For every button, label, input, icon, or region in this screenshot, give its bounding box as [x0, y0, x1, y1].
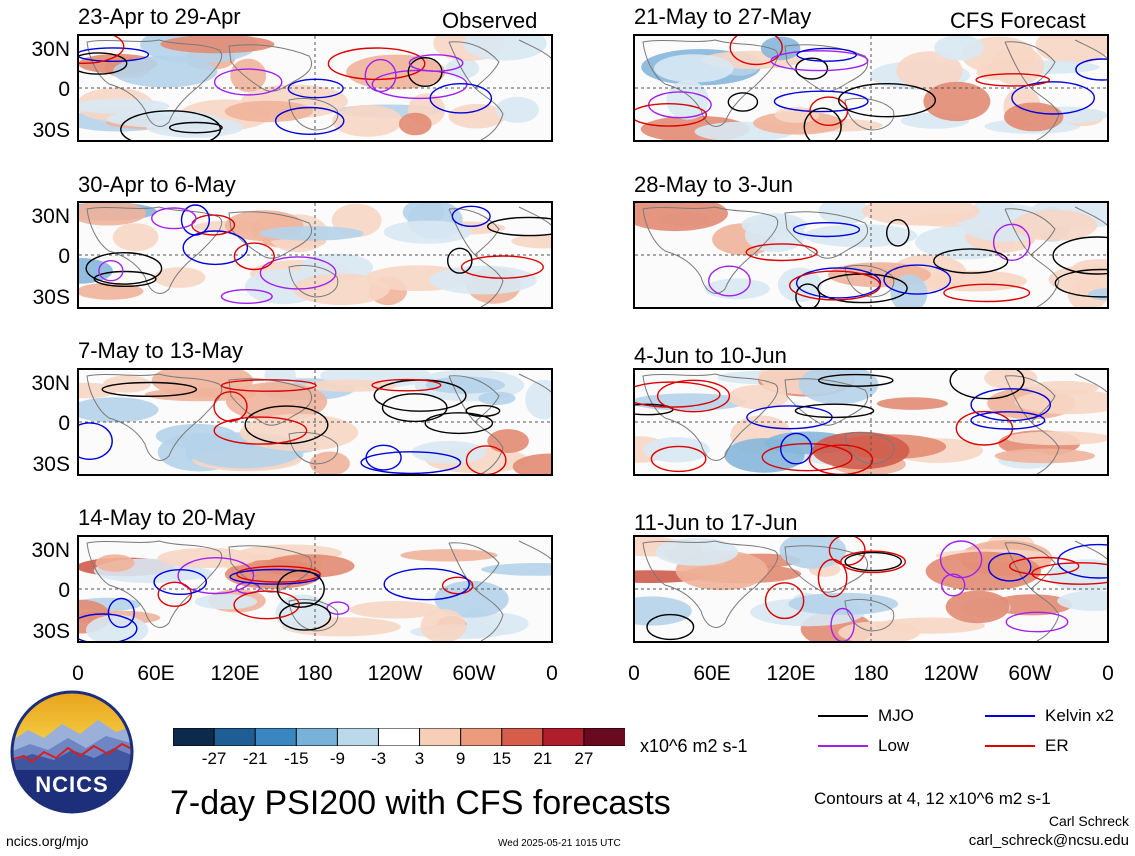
lat-label: 30S	[32, 286, 70, 309]
panel-3-map	[77, 368, 553, 476]
panel-1-map	[77, 34, 553, 142]
panel-5-map	[633, 34, 1109, 142]
colorbar-segment	[336, 727, 380, 747]
lat-label: 30N	[31, 539, 70, 562]
legend-label: Low	[878, 736, 910, 755]
lat-label: 0	[58, 78, 70, 101]
lon-label: 120E	[210, 662, 260, 685]
panel-7-map	[633, 368, 1109, 476]
psi200-map-graphic	[79, 36, 551, 140]
lon-label: 180	[853, 662, 889, 685]
colorbar-segment	[501, 727, 544, 747]
panel-4-title: 14-May to 20-May	[78, 505, 256, 530]
colorbar-tick-label: 9	[455, 749, 466, 768]
logo-text: NCICS	[35, 772, 109, 797]
colorbar-tick-label: 15	[492, 749, 512, 768]
colorbar-segment	[377, 727, 421, 747]
author-name: Carl Schreck	[1048, 813, 1129, 829]
timestamp: Wed 2025-05-21 1015 UTC	[498, 838, 621, 849]
lon-label: 180	[297, 662, 333, 685]
psi200-map-graphic	[79, 537, 551, 641]
colorbar-segment	[254, 727, 298, 747]
psi200-map-graphic	[635, 537, 1107, 641]
panel-5-title: 21-May to 27-May	[634, 4, 812, 29]
psi200-map-graphic	[635, 370, 1107, 474]
panel-1-title: 23-Apr to 29-Apr	[78, 4, 241, 29]
colorbar-tick-label: 3	[414, 749, 425, 768]
lat-label: 0	[58, 412, 70, 435]
site-link[interactable]: ncics.org/mjo	[6, 833, 89, 849]
lon-label: 120W	[367, 662, 423, 685]
lon-label: 0	[546, 662, 558, 685]
lat-label: 30S	[32, 620, 70, 643]
legend-label: Kelvin x2	[1045, 706, 1114, 725]
panel-6-title: 28-May to 3-Jun	[634, 172, 793, 197]
lon-label: 60E	[693, 662, 731, 685]
psi200-map-graphic	[79, 203, 551, 307]
colorbar-tick-label: -3	[370, 749, 387, 768]
colorbar-tick-label: -27	[201, 749, 227, 768]
colorbar-segment	[172, 727, 216, 747]
colorbar	[172, 727, 627, 747]
colorbar-units: x10^6 m2 s-1	[640, 736, 748, 756]
psi200-map-graphic	[635, 36, 1107, 140]
colorbar-segment	[460, 727, 503, 747]
lon-label: 60W	[1008, 662, 1052, 685]
legend-swatch-mjo	[818, 715, 868, 717]
ncics-logo	[10, 690, 134, 814]
contours-note: Contours at 4, 12 x10^6 m2 s-1	[814, 789, 1051, 808]
legend-label: ER	[1045, 736, 1069, 755]
main-title: 7-day PSI200 with CFS forecasts	[170, 784, 671, 822]
lat-label: 0	[58, 579, 70, 602]
lon-label: 60E	[137, 662, 175, 685]
lon-label: 0	[628, 662, 640, 685]
lon-label: 60W	[452, 662, 496, 685]
panel-2-title: 30-Apr to 6-May	[78, 172, 236, 197]
psi200-map-graphic	[79, 370, 551, 474]
colorbar-tick-label: 21	[533, 749, 553, 768]
panel-5-label: CFS Forecast	[950, 8, 1086, 33]
panel-8-title: 11-Jun to 17-Jun	[634, 510, 798, 535]
panel-7-title: 4-Jun to 10-Jun	[634, 343, 787, 368]
colorbar-graphic	[172, 727, 627, 747]
panel-6-map	[633, 201, 1109, 309]
legend-swatch-er	[985, 745, 1035, 747]
colorbar-segment	[295, 727, 339, 747]
lon-label: 0	[1102, 662, 1114, 685]
colorbar-tick-label: -21	[242, 749, 268, 768]
panel-8-map	[633, 535, 1109, 643]
legend-swatch-kelvin	[985, 715, 1035, 717]
colorbar-tick-label: -9	[329, 749, 345, 768]
colorbar-tick-label: 27	[574, 749, 594, 768]
colorbar-segment	[419, 727, 462, 747]
panel-4-map	[77, 535, 553, 643]
lat-label: 30N	[31, 38, 70, 61]
lat-label: 30S	[32, 453, 70, 476]
colorbar-segment	[213, 727, 257, 747]
psi200-map-graphic	[635, 203, 1107, 307]
lat-label: 30S	[32, 119, 70, 142]
panel-3-title: 7-May to 13-May	[78, 338, 244, 363]
lon-label: 0	[72, 662, 84, 685]
panel-1-label: Observed	[442, 8, 538, 33]
legend-label: MJO	[878, 706, 914, 725]
lat-label: 0	[58, 245, 70, 268]
ncics-logo-graphic	[10, 690, 134, 814]
panel-2-map	[77, 201, 553, 309]
author-email[interactable]: carl_schreck@ncsu.edu	[968, 832, 1129, 849]
lat-label: 30N	[31, 205, 70, 228]
colorbar-segment	[583, 727, 627, 747]
colorbar-tick-label: -15	[284, 749, 309, 768]
lon-label: 120W	[923, 662, 979, 685]
legend-swatch-low	[818, 745, 868, 747]
colorbar-segment	[542, 727, 585, 747]
lon-label: 120E	[766, 662, 816, 685]
lat-label: 30N	[31, 372, 70, 395]
